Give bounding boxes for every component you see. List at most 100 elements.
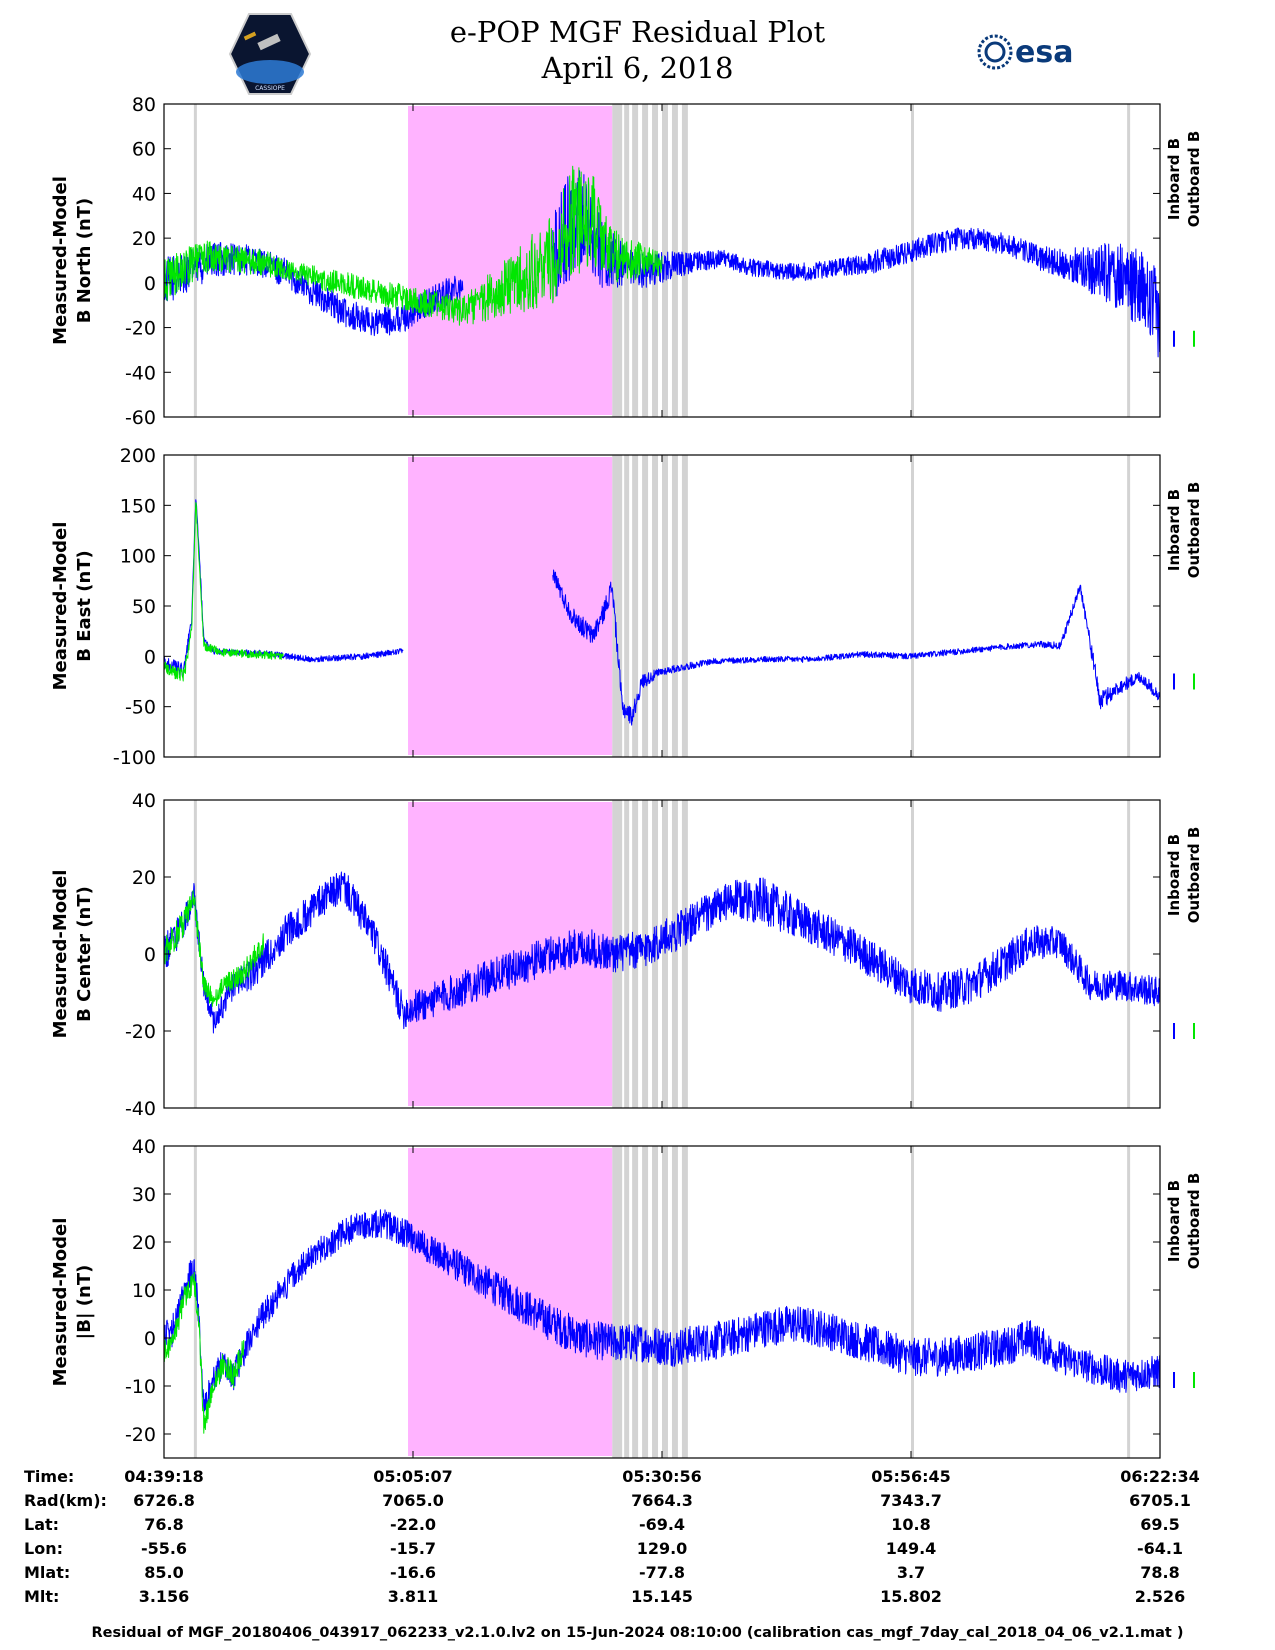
- flag-band: [662, 800, 668, 1108]
- y-axis-label: Measured-Model B Center (nT): [50, 870, 95, 1039]
- data-gap-band: [408, 457, 613, 755]
- y-tick-label: -50: [125, 697, 156, 719]
- esa-wordmark: esa: [1015, 35, 1073, 70]
- outboard-series: [164, 1271, 245, 1434]
- y-tick-label: 20: [132, 228, 156, 250]
- logo-earth: [236, 60, 304, 84]
- y-tick-label: 0: [144, 273, 156, 295]
- flag-band: [681, 1146, 688, 1458]
- y-axis-label-line-1: Measured-Model: [50, 522, 71, 691]
- flag-band: [681, 104, 688, 417]
- flag-band: [671, 1146, 678, 1458]
- ephemeris-cell: 6705.1: [1129, 1491, 1191, 1510]
- y-tick-label: 40: [132, 1136, 156, 1158]
- flag-band: [642, 1146, 649, 1458]
- y-axis-label: Measured-Model B North (nT): [50, 176, 95, 345]
- cassiope-logo: CASSIOPE: [228, 13, 312, 95]
- y-tick-label: 0: [144, 944, 156, 966]
- ephemeris-cell: 149.4: [885, 1539, 937, 1558]
- ephemeris-cell: 7065.0: [382, 1491, 444, 1510]
- ephemeris-cell: 05:30:56: [622, 1467, 702, 1486]
- ephemeris-cell: -55.6: [140, 1539, 188, 1558]
- legend-inboard-label: Inboard B: [1165, 1180, 1183, 1262]
- ephemeris-cell: -69.4: [638, 1515, 686, 1534]
- series-group: [164, 1209, 1160, 1434]
- esa-logo: esa: [977, 34, 1073, 70]
- flag-band: [612, 1146, 623, 1458]
- legend-inboard-label: Inboard B: [1165, 489, 1183, 571]
- ephemeris-cell: 85.0: [144, 1563, 184, 1582]
- ephemeris-cell: 69.5: [1140, 1515, 1180, 1534]
- ephemeris-cell: 129.0: [636, 1539, 688, 1558]
- y-tick-label: -40: [125, 362, 156, 384]
- y-tick-label: 50: [132, 596, 156, 618]
- esa-emblem: [977, 34, 1013, 70]
- y-tick-label: -20: [125, 318, 156, 340]
- y-axis-label: Measured-Model B East (nT): [50, 522, 95, 691]
- legend-outboard-label: Outboard B: [1185, 482, 1203, 579]
- ephemeris-cell: 3.156: [138, 1587, 190, 1606]
- series-group: [164, 499, 1160, 726]
- outboard-series: [164, 890, 265, 1007]
- ephemeris-cell: 76.8: [144, 1515, 184, 1534]
- flag-band: [612, 104, 623, 417]
- ephemeris-cell: 15.145: [631, 1587, 693, 1606]
- logo-text: CASSIOPE: [255, 85, 285, 92]
- inboard-series: [164, 871, 1160, 1034]
- legend-outboard-label: Outboard B: [1185, 827, 1203, 924]
- flag-band: [632, 455, 639, 757]
- ephemeris-row-label: Mlt:: [24, 1587, 60, 1606]
- panel-3: 40 20 0 -20 -40 Measured-Model B Center (nT) In…: [50, 790, 1203, 1120]
- logo-satellite: [257, 33, 281, 51]
- y-tick-label: 40: [132, 790, 156, 812]
- flag-band: [911, 1146, 914, 1458]
- ephemeris-row-label: Mlat:: [24, 1563, 71, 1582]
- flag-band: [681, 800, 688, 1108]
- title-line-1: e-POP MGF Residual Plot: [449, 15, 826, 49]
- y-tick-label: 60: [132, 139, 156, 161]
- flag-band: [681, 455, 688, 757]
- ephemeris-cell: -64.1: [1136, 1539, 1184, 1558]
- y-axis-label-line-1: Measured-Model: [50, 870, 71, 1039]
- y-axis-label-line-1: Measured-Model: [50, 176, 71, 345]
- y-tick-label: 20: [132, 867, 156, 889]
- ephemeris-row-label: Time:: [24, 1467, 75, 1486]
- ephemeris-cell: 6726.8: [133, 1491, 195, 1510]
- y-tick-label: 150: [120, 495, 156, 517]
- flag-band: [662, 1146, 668, 1458]
- flag-band: [671, 800, 678, 1108]
- ephemeris-cell: 06:22:34: [1120, 1467, 1200, 1486]
- y-axis-label-line-2: B Center (nT): [74, 886, 95, 1022]
- flag-band: [671, 455, 678, 757]
- y-tick-label: 100: [120, 546, 156, 568]
- flag-band: [1127, 455, 1131, 757]
- logo-solar-panel: [243, 31, 257, 41]
- flag-band: [642, 455, 649, 757]
- legend-inboard-label: Inboard B: [1165, 834, 1183, 916]
- ephemeris-cell: 2.526: [1134, 1587, 1186, 1606]
- y-axis-label-line-1: Measured-Model: [50, 1218, 71, 1387]
- inboard-series: [164, 1209, 1160, 1414]
- ephemeris-cell: 05:56:45: [871, 1467, 951, 1486]
- flag-band: [624, 1146, 630, 1458]
- flag-band: [632, 1146, 639, 1458]
- flag-band: [193, 800, 197, 1108]
- y-axis-label: Measured-Model |B| (nT): [50, 1218, 95, 1387]
- title-line-2: April 6, 2018: [541, 51, 734, 85]
- y-tick-label: 200: [120, 445, 156, 467]
- flag-band: [662, 455, 668, 757]
- legend-inboard-label: Inboard B: [1165, 138, 1183, 220]
- y-tick-label: 20: [132, 1232, 156, 1254]
- y-tick-label: -10: [125, 1376, 156, 1398]
- ephemeris-cell: -15.7: [389, 1539, 437, 1558]
- ephemeris-cell: 04:39:18: [124, 1467, 204, 1486]
- y-tick-label: -20: [125, 1021, 156, 1043]
- flag-band: [193, 1146, 197, 1458]
- y-axis-label-line-2: B East (nT): [74, 550, 95, 662]
- y-tick-label: -40: [125, 1098, 156, 1120]
- flag-band: [1127, 800, 1131, 1108]
- plot-title: e-POP MGF Residual Plot April 6, 2018: [0, 14, 1275, 86]
- legend-outboard-label: Outboard B: [1185, 131, 1203, 228]
- flag-band: [193, 455, 197, 757]
